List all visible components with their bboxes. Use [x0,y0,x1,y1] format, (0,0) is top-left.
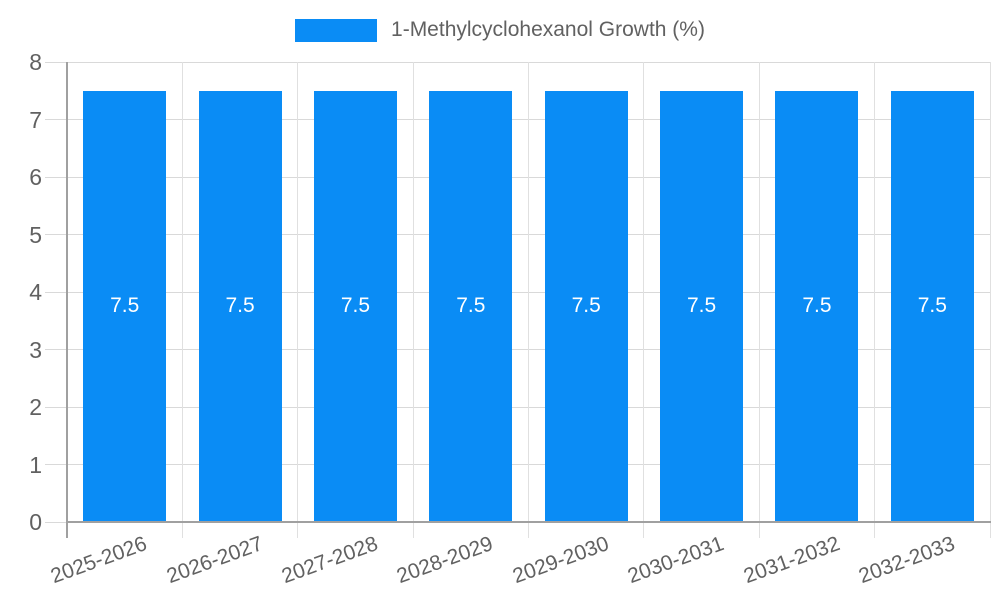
y-tick [45,234,67,235]
bar-value-label: 7.5 [917,294,947,318]
x-tick-label: 2026-2027 [163,532,266,589]
bar-value-label: 7.5 [225,294,255,318]
bar: 7.5 [198,90,282,522]
bar-value-label: 7.5 [802,294,832,318]
x-tick [412,522,414,538]
bar: 7.5 [429,90,513,522]
x-tick [297,522,299,538]
bar: 7.5 [660,90,744,522]
x-tick-label: 2031-2032 [740,532,843,589]
x-tick-label: 2025-2026 [47,532,151,589]
x-gridline [412,62,414,522]
y-tick [45,119,67,120]
bar-value-label: 7.5 [686,294,717,318]
bar-value-label: 7.5 [110,294,140,318]
x-gridline [874,62,876,522]
bar-value-label: 7.5 [456,294,486,318]
y-tick-label: 4 [29,279,42,305]
x-gridline [643,62,645,522]
y-tick-label: 1 [29,451,42,478]
x-tick [989,522,991,538]
y-tick-label: 3 [29,336,42,363]
bar: 7.5 [544,90,628,522]
x-axis-line [66,521,991,523]
x-gridline [297,62,299,522]
bar: 7.5 [890,90,974,522]
bar: 7.5 [775,90,859,522]
y-axis-line [66,62,68,538]
y-tick-label: 6 [29,164,42,190]
bar: 7.5 [83,90,167,522]
x-tick [758,522,760,538]
x-tick [181,522,183,538]
y-tick [45,61,67,63]
y-tick [45,176,67,178]
chart-legend: 1-Methylcyclohexanol Growth (%) [0,18,1000,42]
y-tick [45,291,67,293]
y-tick-label: 7 [29,106,42,133]
y-tick [45,406,67,408]
y-tick-label: 0 [29,509,42,535]
legend-label: 1-Methylcyclohexanol Growth (%) [391,18,705,41]
y-tick [45,349,67,350]
x-gridline [758,62,760,522]
x-gridline [989,62,991,522]
y-tick [45,521,67,523]
x-tick [643,522,645,538]
x-tick [528,522,529,538]
x-tick-label: 2027-2028 [278,532,381,589]
bar-value-label: 7.5 [571,294,601,318]
bar: 7.5 [313,90,397,522]
x-tick-label: 2030-2031 [624,532,728,589]
x-gridline [528,62,529,522]
x-tick [874,522,876,538]
y-tick [45,464,67,465]
x-tick-label: 2029-2030 [509,532,612,589]
legend-swatch [295,18,378,42]
x-tick-label: 2028-2029 [394,532,497,589]
x-tick-label: 2032-2033 [855,532,958,589]
y-tick-label: 2 [29,394,42,420]
y-tick-label: 5 [29,221,42,248]
y-tick-label: 8 [29,49,42,75]
x-gridline [181,62,183,522]
bar-value-label: 7.5 [340,294,371,318]
